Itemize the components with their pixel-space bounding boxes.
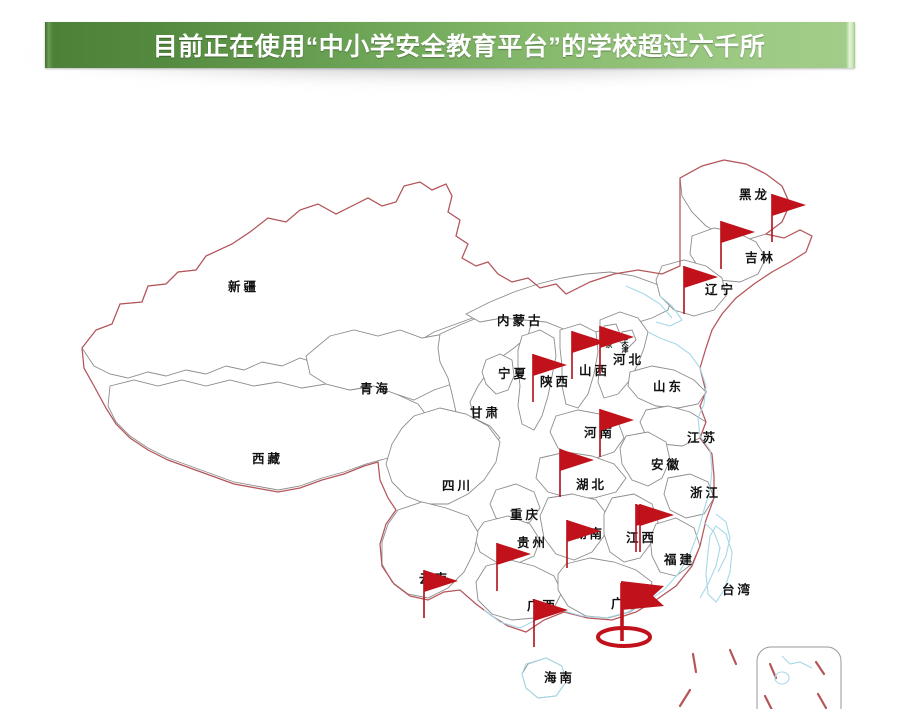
province-label-gansu: 甘肃 bbox=[470, 405, 501, 420]
flag-henan[interactable] bbox=[599, 409, 634, 457]
province-label-jiangxi: 江西 bbox=[626, 530, 657, 545]
flag-shanxi[interactable] bbox=[571, 331, 606, 379]
highlight-ring bbox=[596, 626, 652, 648]
highlight-flag-banner bbox=[621, 581, 664, 610]
province-label-tianjin: 天津 bbox=[621, 339, 630, 354]
south-china-sea-inset bbox=[678, 646, 842, 709]
province-label-fujian: 福建 bbox=[663, 552, 695, 567]
flag-triangle bbox=[497, 543, 531, 565]
page-title: 目前正在使用“中小学安全教育平台”的学校超过六千所 bbox=[152, 33, 766, 61]
flag-triangle bbox=[600, 409, 634, 431]
province-label-shanxi: 山西 bbox=[579, 363, 610, 378]
province-label-taiwan: 台湾 bbox=[722, 582, 753, 597]
province-label-anhui: 安徽 bbox=[651, 457, 682, 472]
flag-jilin[interactable] bbox=[720, 221, 755, 269]
flag-triangle bbox=[684, 266, 718, 288]
province-label-hebei: 河北 bbox=[613, 352, 644, 367]
flag-hunan[interactable] bbox=[566, 520, 601, 568]
flag-guangdong-highlight[interactable] bbox=[596, 581, 664, 648]
province-label-xinjiang: 新疆 bbox=[228, 279, 259, 294]
flag-hubei[interactable] bbox=[559, 449, 594, 497]
flag-shaanxi[interactable] bbox=[532, 354, 567, 402]
guangdong-highlight bbox=[596, 581, 664, 648]
province-label-shaanxi: 陕西 bbox=[540, 374, 571, 389]
flag-triangle bbox=[560, 449, 594, 471]
flag-hebei[interactable] bbox=[599, 326, 634, 374]
province-label-shandong: 山东 bbox=[653, 379, 684, 394]
taiwan-island bbox=[705, 525, 733, 603]
title-banner: 目前正在使用“中小学安全教育平台”的学校超过六千所 bbox=[45, 22, 855, 68]
province-label-heilongjiang: 黑龙 bbox=[739, 187, 770, 202]
province-label-chongqing: 重庆 bbox=[510, 507, 541, 522]
flag-triangle bbox=[424, 570, 458, 592]
flag-triangle bbox=[534, 599, 568, 621]
flag-guizhou[interactable] bbox=[496, 543, 531, 591]
flag-jiangxi[interactable] bbox=[639, 504, 674, 552]
flag-triangle bbox=[572, 331, 606, 353]
china-map-svg: 新疆西藏青海甘肃内蒙古宁夏陕西山西河北北京天津山东河南江苏安徽湖北浙江四川重庆贵… bbox=[81, 159, 842, 709]
flag-triangle bbox=[772, 194, 806, 216]
province-label-jilin: 吉林 bbox=[745, 250, 776, 265]
province-label-neimenggu: 内蒙古 bbox=[497, 313, 544, 328]
banner-left-edge bbox=[45, 22, 53, 68]
flag-triangle bbox=[600, 326, 634, 348]
flag-markers bbox=[423, 194, 806, 647]
flag-yunnan[interactable] bbox=[423, 570, 458, 618]
flag-triangle bbox=[567, 520, 601, 542]
flag-triangle bbox=[533, 354, 567, 376]
province-label-ningxia: 宁夏 bbox=[498, 366, 529, 381]
flag-guangxi[interactable] bbox=[533, 599, 568, 647]
province-label-sichuan: 四川 bbox=[442, 479, 473, 493]
national-border bbox=[81, 159, 813, 633]
flag-heilongjiang[interactable] bbox=[771, 194, 806, 242]
province-label-guizhou: 贵州 bbox=[517, 535, 548, 550]
flag-triangle bbox=[640, 504, 674, 526]
province-outlines bbox=[81, 159, 791, 699]
province-label-zhejiang: 浙江 bbox=[690, 485, 721, 500]
province-label-qinghai: 青海 bbox=[360, 381, 391, 396]
province-label-liaoning: 辽宁 bbox=[705, 282, 736, 297]
map-container: 新疆西藏青海甘肃内蒙古宁夏陕西山西河北北京天津山东河南江苏安徽湖北浙江四川重庆贵… bbox=[0, 86, 898, 709]
banner-right-edge bbox=[846, 22, 855, 68]
flag-triangle bbox=[721, 221, 755, 243]
flag-liaoning[interactable] bbox=[683, 266, 718, 314]
province-label-hainan: 海南 bbox=[544, 670, 575, 685]
province-label-hubei: 湖北 bbox=[576, 477, 607, 492]
province-label-jiangsu: 江苏 bbox=[687, 430, 718, 445]
province-label-xizang: 西藏 bbox=[252, 451, 283, 466]
